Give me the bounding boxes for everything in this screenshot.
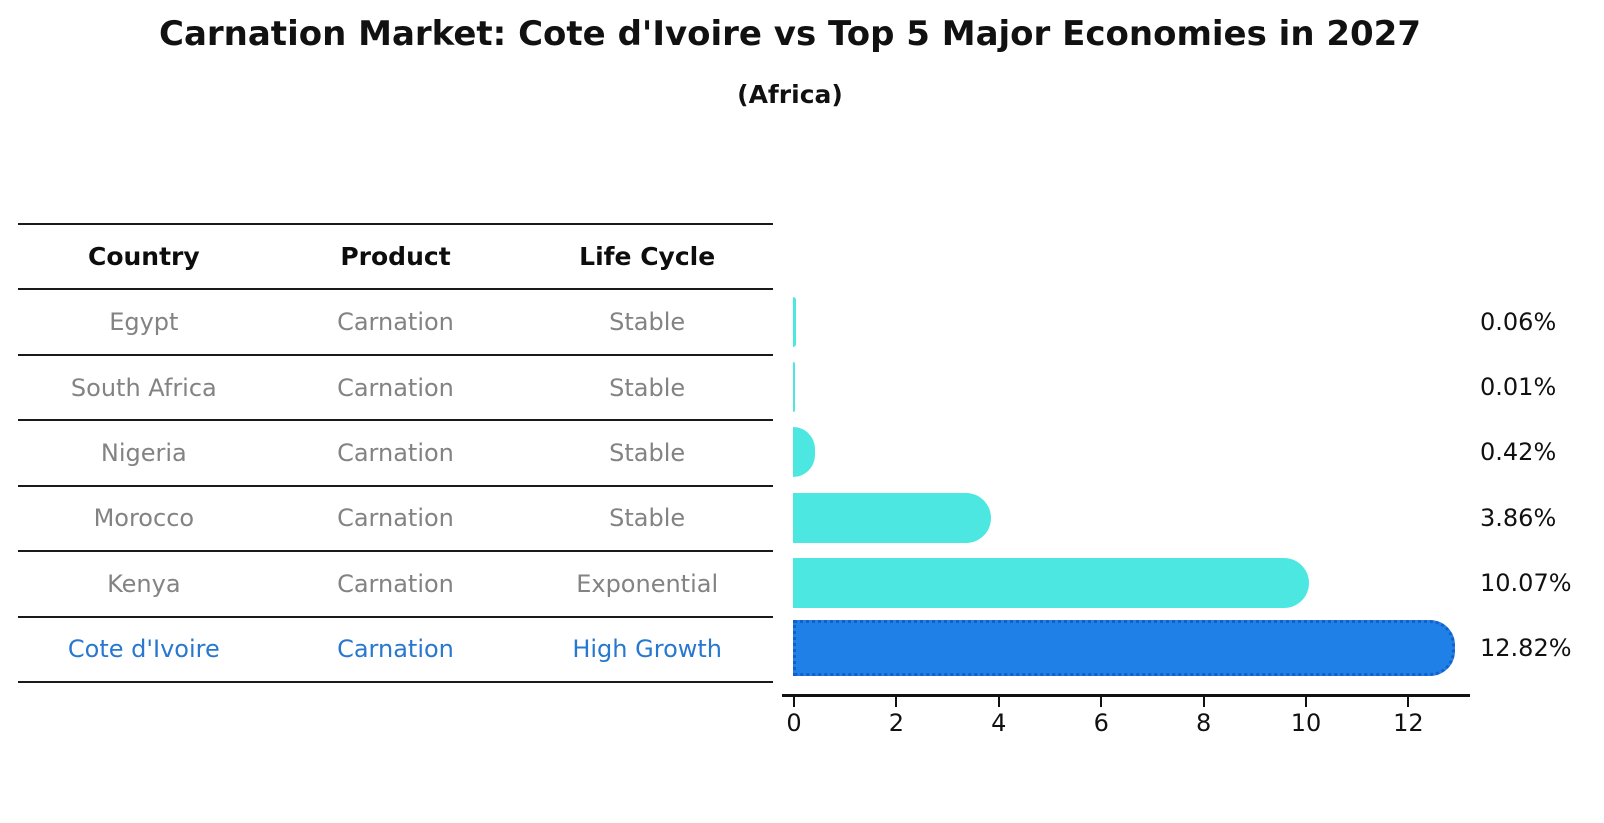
table-header-cell-2: Life Cycle xyxy=(579,242,716,272)
x-axis-tick-label: 8 xyxy=(1195,709,1212,737)
table-row-morocco: Morocco Carnation Stable xyxy=(18,484,773,550)
bar-cote-d-ivoire xyxy=(793,620,1456,677)
bar-band-cote-d-ivoire: 12.82% xyxy=(793,616,1572,681)
cell-life-cycle: Stable xyxy=(609,308,686,337)
bar-value-label: 0.42% xyxy=(1480,438,1557,467)
table-row-egypt: Egypt Carnation Stable xyxy=(18,288,773,353)
bar-value-label: 10.07% xyxy=(1480,568,1572,597)
bar-band-egypt: 0.06% xyxy=(793,289,1556,354)
bar-band-morocco: 3.86% xyxy=(793,485,1556,550)
bar-value-label: 12.82% xyxy=(1480,634,1572,663)
cell-country: South Africa xyxy=(70,373,217,402)
table-header-cell-0: Country xyxy=(87,242,200,272)
cell-life-cycle: Stable xyxy=(609,438,686,467)
bar-value-label: 0.01% xyxy=(1480,372,1557,401)
x-axis: 0 2 4 6 8 10 12 xyxy=(782,694,1482,746)
bar-value-label: 0.06% xyxy=(1480,307,1557,336)
table-row-nigeria: Nigeria Carnation Stable xyxy=(18,419,773,484)
x-axis-tick-label: 12 xyxy=(1393,709,1424,737)
x-axis-line xyxy=(782,694,1470,697)
table-header-cell-1: Product xyxy=(340,242,451,272)
cell-product: Carnation xyxy=(337,373,454,402)
country-info-table: Country Product Life Cycle Egypt Carnation St… xyxy=(18,223,773,683)
x-axis-tick-label: 0 xyxy=(786,709,802,737)
bar-band-kenya: 10.07% xyxy=(793,550,1572,615)
bar-plot-area: 0.06% 0.01% 0.42% 3.86% 10.07% 12.82% xyxy=(793,289,1572,681)
bar-egypt xyxy=(793,296,797,347)
cell-country: Cote d'Ivoire xyxy=(67,635,220,664)
table-header-row: Country Product Life Cycle xyxy=(18,223,773,288)
chart-title: Carnation Market: Cote d'Ivoire vs Top 5… xyxy=(159,14,1421,54)
x-axis-tick-label: 10 xyxy=(1290,709,1322,737)
x-axis-tick xyxy=(1407,697,1410,707)
table-row-cote-d-ivoire: Cote d'Ivoire Carnation High Growth xyxy=(18,615,773,681)
x-axis-tick xyxy=(895,697,898,707)
bar-value-label: 3.86% xyxy=(1480,503,1557,532)
table-row-kenya: Kenya Carnation Exponential xyxy=(18,550,773,615)
bar-band-nigeria: 0.42% xyxy=(793,420,1556,485)
bar-nigeria xyxy=(793,427,815,478)
x-axis-tick xyxy=(793,697,795,707)
cell-product: Carnation xyxy=(337,438,454,467)
bar-band-south-africa: 0.01% xyxy=(793,354,1556,419)
cell-product: Carnation xyxy=(337,635,454,664)
cell-country: Nigeria xyxy=(100,438,187,467)
bar-morocco xyxy=(793,492,991,543)
bar-south-africa xyxy=(793,361,796,412)
cell-country: Kenya xyxy=(107,569,181,598)
cell-product: Carnation xyxy=(337,569,454,598)
cell-life-cycle: Exponential xyxy=(576,569,719,598)
x-axis-tick-label: 2 xyxy=(888,709,905,737)
bar-kenya xyxy=(793,557,1309,608)
cell-product: Carnation xyxy=(337,504,454,533)
x-axis-tick xyxy=(1202,697,1205,707)
cell-product: Carnation xyxy=(337,308,454,337)
table-row-south-africa: South Africa Carnation Stable xyxy=(18,353,773,419)
cell-country: Morocco xyxy=(93,504,195,533)
chart-subtitle: (Africa) xyxy=(737,80,843,109)
x-axis-tick xyxy=(1100,697,1103,707)
x-axis-tick xyxy=(1305,697,1308,707)
x-axis-tick-label: 4 xyxy=(991,709,1007,737)
cell-life-cycle: High Growth xyxy=(572,635,723,664)
cell-country: Egypt xyxy=(109,308,179,337)
cell-life-cycle: Stable xyxy=(609,373,686,402)
cell-life-cycle: Stable xyxy=(609,504,686,533)
x-axis-tick-label: 6 xyxy=(1093,709,1109,737)
x-axis-tick xyxy=(997,697,1000,707)
